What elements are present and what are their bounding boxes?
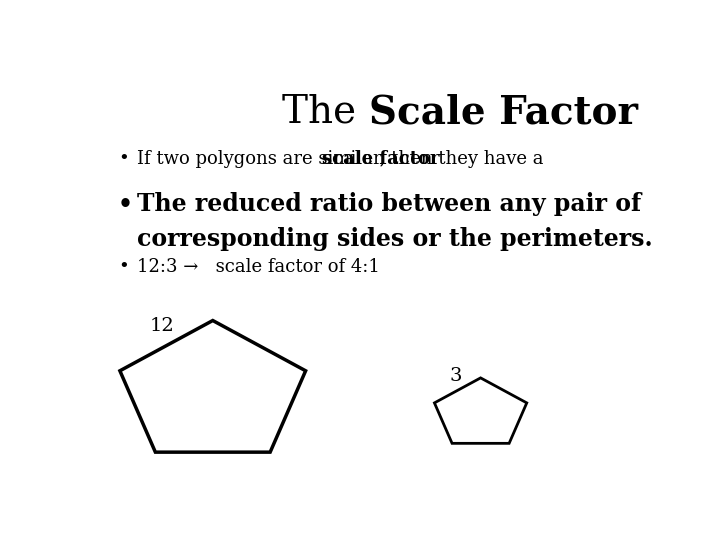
Text: •: • bbox=[118, 150, 129, 168]
Text: The reduced ratio between any pair of: The reduced ratio between any pair of bbox=[138, 192, 642, 215]
Text: The: The bbox=[282, 94, 369, 131]
Polygon shape bbox=[120, 321, 305, 452]
Text: Scale Factor: Scale Factor bbox=[369, 94, 638, 132]
Text: 3: 3 bbox=[449, 367, 462, 385]
Text: corresponding sides or the perimeters.: corresponding sides or the perimeters. bbox=[138, 227, 653, 251]
Text: If two polygons are similar, then they have a: If two polygons are similar, then they h… bbox=[138, 150, 549, 168]
Text: •: • bbox=[118, 192, 133, 215]
Text: scale factor: scale factor bbox=[323, 150, 440, 168]
Text: 12:3 →   scale factor of 4:1: 12:3 → scale factor of 4:1 bbox=[138, 258, 380, 276]
Text: 12: 12 bbox=[150, 317, 174, 335]
Polygon shape bbox=[434, 378, 527, 443]
Text: •: • bbox=[118, 258, 129, 276]
